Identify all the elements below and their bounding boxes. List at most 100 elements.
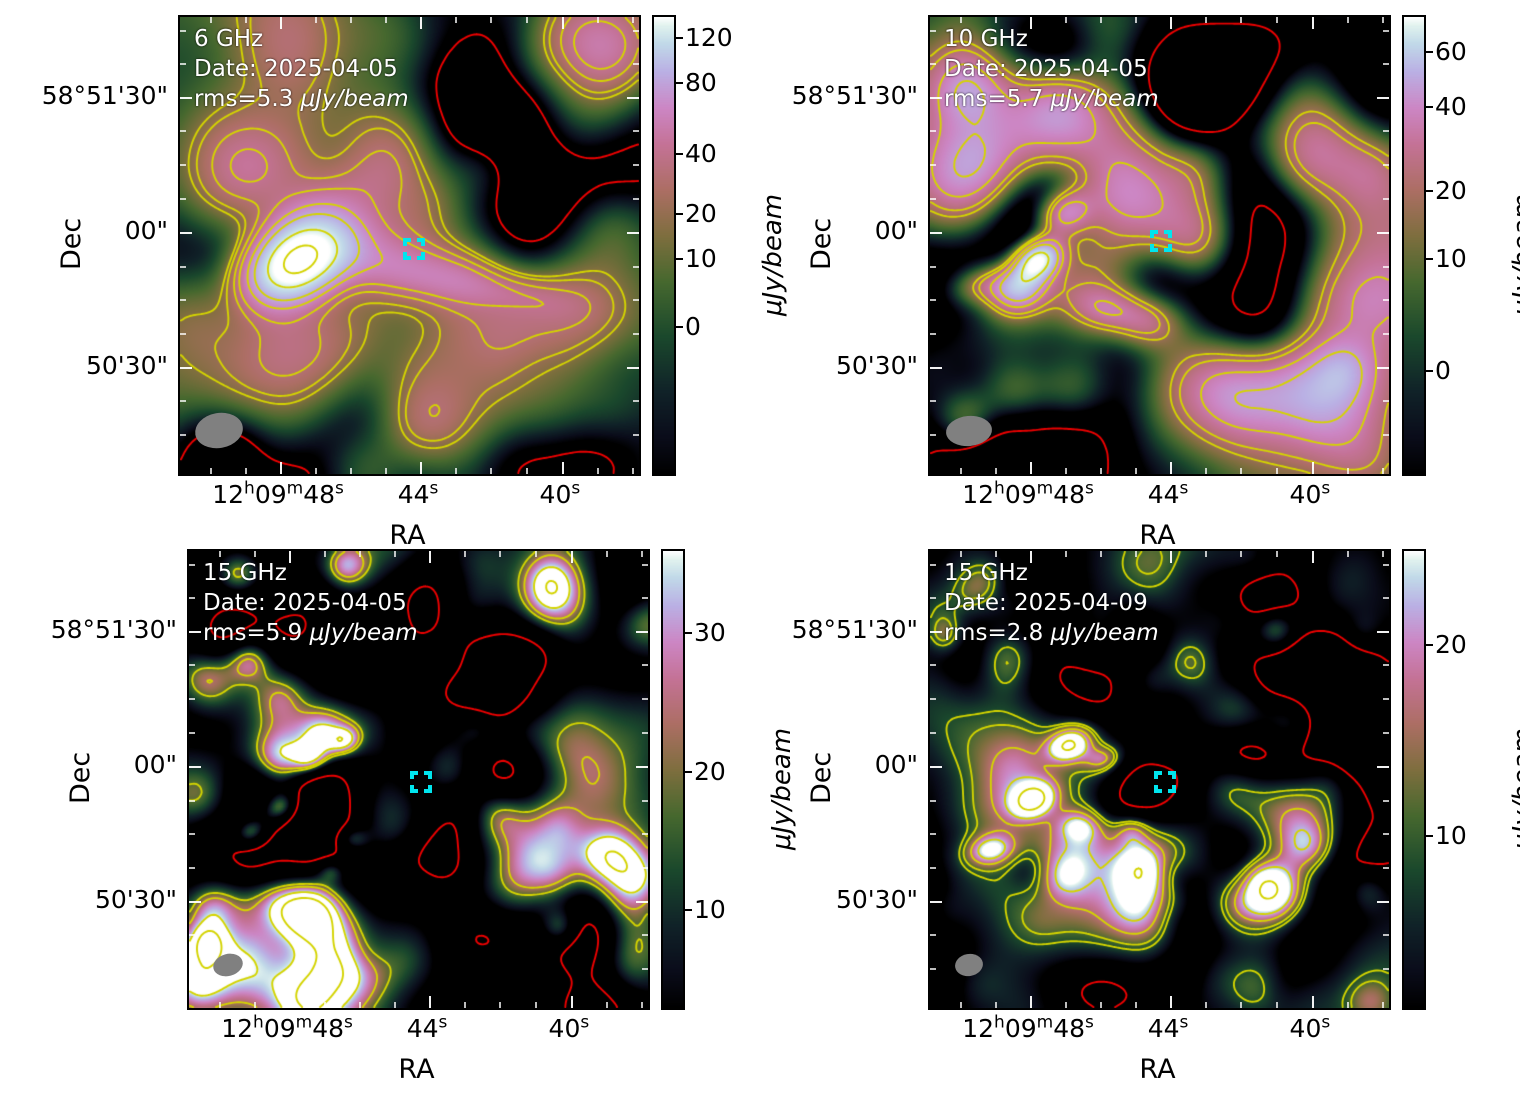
transient-marker-box[interactable] — [403, 238, 425, 260]
y-minor-tick — [633, 29, 639, 32]
x-minor-tick — [1275, 1002, 1278, 1008]
colorbar-tick-label: 10 — [685, 244, 717, 274]
y-minor-tick — [180, 63, 186, 66]
y-minor-tick — [930, 130, 936, 133]
y-minor-tick — [180, 130, 186, 133]
x-minor-tick — [641, 551, 644, 557]
x-axis-label: RA — [398, 1054, 435, 1085]
x-minor-tick — [499, 551, 502, 557]
x-major-tick — [1170, 551, 1173, 563]
colorbar-tick-label: 10 — [1435, 244, 1467, 274]
x-minor-tick — [1205, 17, 1208, 23]
y-major-tick — [1377, 630, 1389, 633]
y-minor-tick — [642, 933, 648, 936]
y-minor-tick — [1383, 933, 1389, 936]
x-minor-tick — [1382, 468, 1385, 474]
y-minor-tick — [180, 265, 186, 268]
y-minor-tick — [642, 832, 648, 835]
colorbar-tick-label: 20 — [1435, 175, 1467, 205]
x-minor-tick — [324, 551, 327, 557]
x-minor-tick — [1382, 551, 1385, 557]
x-major-tick — [1311, 462, 1314, 474]
y-tick-label: 50'30" — [836, 884, 918, 914]
y-major-tick — [930, 630, 942, 633]
y-minor-tick — [642, 597, 648, 600]
transient-marker-box[interactable] — [410, 771, 432, 793]
y-major-tick — [930, 231, 942, 234]
colorbar — [1402, 549, 1426, 1010]
transient-marker-box[interactable] — [1154, 771, 1176, 793]
x-minor-tick — [464, 551, 467, 557]
x-minor-tick — [1135, 468, 1138, 474]
x-tick-label: 12h09m48s — [962, 478, 1094, 509]
y-major-tick — [1377, 231, 1389, 234]
transient-marker-box[interactable] — [1150, 230, 1172, 252]
x-tick-label: 44s — [1147, 478, 1189, 509]
y-minor-tick — [180, 298, 186, 301]
y-major-tick — [627, 96, 639, 99]
colorbar-tick — [683, 632, 692, 635]
y-tick-label: 00" — [124, 215, 168, 245]
colorbar-gradient — [1404, 551, 1424, 1008]
y-major-tick — [627, 366, 639, 369]
x-minor-tick — [394, 1002, 397, 1008]
y-minor-tick — [633, 399, 639, 402]
x-minor-tick — [254, 1002, 257, 1008]
y-tick-label: 00" — [874, 215, 918, 245]
y-minor-tick — [930, 29, 936, 32]
y-minor-tick — [1383, 799, 1389, 802]
y-minor-tick — [930, 967, 936, 970]
y-minor-tick — [633, 332, 639, 335]
x-minor-tick — [1346, 17, 1349, 23]
y-minor-tick — [1383, 197, 1389, 200]
x-axis-label: RA — [1139, 1054, 1176, 1085]
x-minor-tick — [1275, 551, 1278, 557]
sky-image — [189, 551, 648, 1008]
y-major-tick — [1377, 96, 1389, 99]
x-major-tick — [1030, 17, 1033, 29]
y-minor-tick — [633, 298, 639, 301]
colorbar-title: μJy/beam — [1508, 727, 1520, 850]
colorbar-tick — [1424, 189, 1433, 192]
x-minor-tick — [209, 468, 212, 474]
x-axis-label: RA — [1139, 520, 1176, 551]
sky-image — [930, 551, 1389, 1008]
sky-image — [930, 17, 1389, 474]
y-tick-label: 58°51'30" — [791, 80, 918, 110]
x-minor-tick — [995, 468, 998, 474]
x-major-tick — [420, 462, 423, 474]
y-major-tick — [930, 96, 942, 99]
y-minor-tick — [1383, 130, 1389, 133]
y-minor-tick — [1383, 832, 1389, 835]
x-major-tick — [1311, 551, 1314, 563]
colorbar-tick-label: 20 — [694, 756, 726, 786]
x-minor-tick — [1100, 1002, 1103, 1008]
y-minor-tick — [633, 433, 639, 436]
colorbar-tick — [674, 82, 683, 85]
colorbar-tick-label: 10 — [1435, 820, 1467, 850]
x-major-tick — [280, 462, 283, 474]
y-minor-tick — [930, 866, 936, 869]
x-major-tick — [561, 462, 564, 474]
panel-15ghz-0409[interactable]: 15 GHz Date: 2025-04-09 rms=2.8 μJy/beam — [928, 549, 1391, 1010]
x-minor-tick — [1240, 468, 1243, 474]
x-major-tick — [429, 551, 432, 563]
x-tick-label: 12h09m48s — [212, 478, 344, 509]
x-minor-tick — [1346, 551, 1349, 557]
x-tick-label: 40s — [1289, 1012, 1331, 1043]
y-axis-label: Dec — [806, 751, 837, 804]
panel-6ghz[interactable]: 6 GHz Date: 2025-04-05 rms=5.3 μJy/beam — [178, 15, 641, 476]
y-minor-tick — [930, 332, 936, 335]
x-minor-tick — [1100, 468, 1103, 474]
x-minor-tick — [641, 1002, 644, 1008]
x-major-tick — [420, 17, 423, 29]
x-minor-tick — [385, 468, 388, 474]
x-major-tick — [1311, 996, 1314, 1008]
x-minor-tick — [254, 551, 257, 557]
x-minor-tick — [596, 468, 599, 474]
x-major-tick — [289, 551, 292, 563]
x-major-tick — [570, 551, 573, 563]
colorbar-tick — [1424, 258, 1433, 261]
y-major-tick — [636, 765, 648, 768]
x-minor-tick — [1135, 1002, 1138, 1008]
